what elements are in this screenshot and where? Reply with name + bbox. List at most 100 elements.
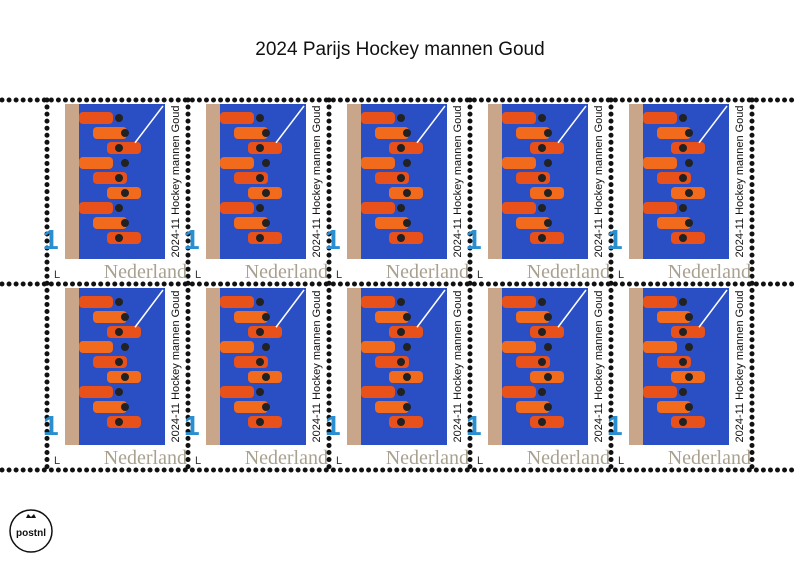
stamp-value: 1 <box>466 224 482 255</box>
photo-player <box>530 142 564 154</box>
photo-head <box>544 373 552 381</box>
photo-player <box>93 217 127 229</box>
photo-player <box>530 326 564 338</box>
stamp: 1 2024-11 Hockey mannen Goud Nederland L <box>325 288 469 469</box>
stamp-value: 1 <box>607 410 623 441</box>
photo-player <box>248 326 282 338</box>
photo-head <box>403 343 411 351</box>
stamp: 1 2024-11 Hockey mannen Goud Nederland L <box>607 288 751 469</box>
photo-player <box>643 296 677 308</box>
photo-player <box>643 202 677 214</box>
photo-line <box>698 289 728 328</box>
photo-player <box>107 142 141 154</box>
photo-player <box>389 142 423 154</box>
stamp-caption: 2024-11 Hockey mannen Goud <box>311 290 323 442</box>
photo-head <box>262 159 270 167</box>
photo-line <box>698 105 728 144</box>
photo-player <box>361 202 395 214</box>
photo-stands <box>206 104 220 259</box>
photo-head <box>397 298 405 306</box>
photo-head <box>397 358 405 366</box>
photo-stands <box>488 104 502 259</box>
photo-head <box>121 189 129 197</box>
photo-player <box>643 386 677 398</box>
photo-head <box>544 129 552 137</box>
photo-player <box>220 202 254 214</box>
photo-head <box>262 219 270 227</box>
stamp-mark: L <box>195 455 201 467</box>
photo-player <box>643 112 677 124</box>
stamp-country: Nederland <box>527 261 610 283</box>
stamp-value: 1 <box>607 224 623 255</box>
photo-line <box>134 289 164 328</box>
photo-stands <box>347 288 361 445</box>
stamp-caption: 2024-11 Hockey mannen Goud <box>593 105 605 257</box>
stamp-value: 1 <box>325 410 341 441</box>
photo-line <box>275 289 305 328</box>
photo-stands <box>629 104 643 259</box>
stamp-mark: L <box>477 455 483 467</box>
photo-head <box>538 234 546 242</box>
photo-head <box>256 298 264 306</box>
photo-head <box>262 343 270 351</box>
photo-head <box>685 373 693 381</box>
photo-player <box>375 217 409 229</box>
photo-player <box>502 341 536 353</box>
photo-head <box>538 418 546 426</box>
photo-player <box>361 296 395 308</box>
photo-head <box>544 313 552 321</box>
photo-head <box>262 373 270 381</box>
photo-head <box>685 403 693 411</box>
stamp-mark: L <box>336 455 342 467</box>
photo-player <box>657 127 691 139</box>
stamp: 1 2024-11 Hockey mannen Goud Nederland L <box>43 288 187 469</box>
photo-player <box>361 157 395 169</box>
photo-head <box>679 174 687 182</box>
photo-player <box>79 341 113 353</box>
photo-head <box>115 174 123 182</box>
photo-head <box>544 189 552 197</box>
photo-player <box>248 232 282 244</box>
photo-stands <box>488 288 502 445</box>
photo-stands <box>65 104 79 259</box>
photo-head <box>262 189 270 197</box>
photo-stands <box>629 288 643 445</box>
stamp-value: 1 <box>43 410 59 441</box>
photo-head <box>538 204 546 212</box>
photo-head <box>397 234 405 242</box>
photo-head <box>679 204 687 212</box>
photo-player <box>643 341 677 353</box>
stamp-caption: 2024-11 Hockey mannen Goud <box>452 105 464 257</box>
photo-player <box>530 232 564 244</box>
stamp-mark: L <box>336 269 342 281</box>
photo-player <box>220 112 254 124</box>
photo-player <box>671 142 705 154</box>
photo-player <box>79 386 113 398</box>
photo-stands <box>347 104 361 259</box>
photo-head <box>685 343 693 351</box>
photo-player <box>502 157 536 169</box>
photo-player <box>389 416 423 428</box>
photo-player <box>93 311 127 323</box>
photo-player <box>220 157 254 169</box>
photo-head <box>685 189 693 197</box>
stamp-value: 1 <box>43 224 59 255</box>
photo-head <box>115 144 123 152</box>
photo-line <box>557 289 587 328</box>
stamp-caption: 2024-11 Hockey mannen Goud <box>734 290 746 442</box>
photo-player <box>530 416 564 428</box>
photo-player <box>361 386 395 398</box>
photo-head <box>397 418 405 426</box>
photo-head <box>685 159 693 167</box>
stamp-country: Nederland <box>386 447 469 469</box>
stamp-value: 1 <box>184 224 200 255</box>
photo-head <box>403 159 411 167</box>
photo-player <box>389 326 423 338</box>
photo-player <box>248 416 282 428</box>
photo-head <box>538 114 546 122</box>
photo-player <box>234 401 268 413</box>
photo-player <box>375 127 409 139</box>
logo-circle <box>9 509 53 553</box>
photo-player <box>671 232 705 244</box>
stamp: 1 2024-11 Hockey mannen Goud Nederland L <box>184 104 328 283</box>
